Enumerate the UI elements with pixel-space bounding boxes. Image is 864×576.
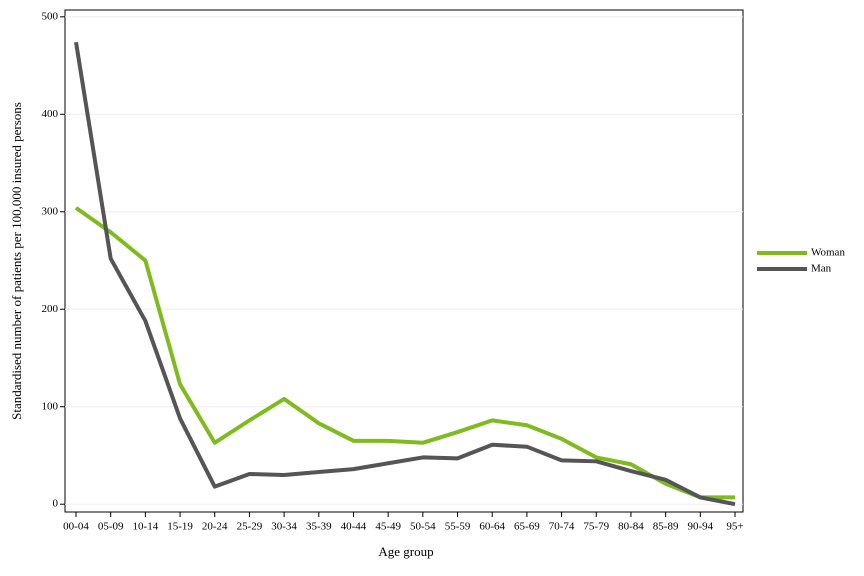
y-tick-label: 300 xyxy=(42,205,59,217)
x-tick-label: 15-19 xyxy=(167,521,193,533)
x-tick-label: 95+ xyxy=(726,521,743,533)
y-tick-label: 100 xyxy=(42,400,59,412)
y-tick-label: 200 xyxy=(42,303,59,315)
y-tick-label: 0 xyxy=(53,498,59,510)
y-axis-title: Standardised number of patients per 100,… xyxy=(9,102,24,420)
x-tick-label: 65-69 xyxy=(514,521,540,533)
x-tick-label: 45-49 xyxy=(375,521,401,533)
x-tick-label: 10-14 xyxy=(133,521,159,533)
x-tick-label: 20-24 xyxy=(202,521,228,533)
x-tick-label: 25-29 xyxy=(237,521,263,533)
x-tick-label: 40-44 xyxy=(341,521,367,533)
x-tick-label: 85-89 xyxy=(653,521,679,533)
x-tick-label: 50-54 xyxy=(410,521,436,533)
x-tick-label: 30-34 xyxy=(271,521,297,533)
x-tick-label: 35-39 xyxy=(306,521,332,533)
line-series xyxy=(74,206,735,500)
x-tick-label: 75-79 xyxy=(583,521,609,533)
plot-frame xyxy=(64,9,744,513)
x-tick-label: 55-59 xyxy=(445,521,471,533)
x-tick-label: 60-64 xyxy=(479,521,505,533)
legend-label: Man xyxy=(811,263,832,275)
x-tick-label: 05-09 xyxy=(98,521,124,533)
y-tick-label: 500 xyxy=(42,10,59,22)
y-tick-label: 400 xyxy=(42,108,59,120)
x-tick-label: 00-04 xyxy=(63,521,89,533)
x-axis-title: Age group xyxy=(378,544,433,559)
line-series xyxy=(74,41,736,507)
x-tick-label: 90-94 xyxy=(687,521,713,533)
x-tick-label: 70-74 xyxy=(549,521,575,533)
x-tick-label: 80-84 xyxy=(618,521,644,533)
legend-label: Woman xyxy=(811,247,845,259)
